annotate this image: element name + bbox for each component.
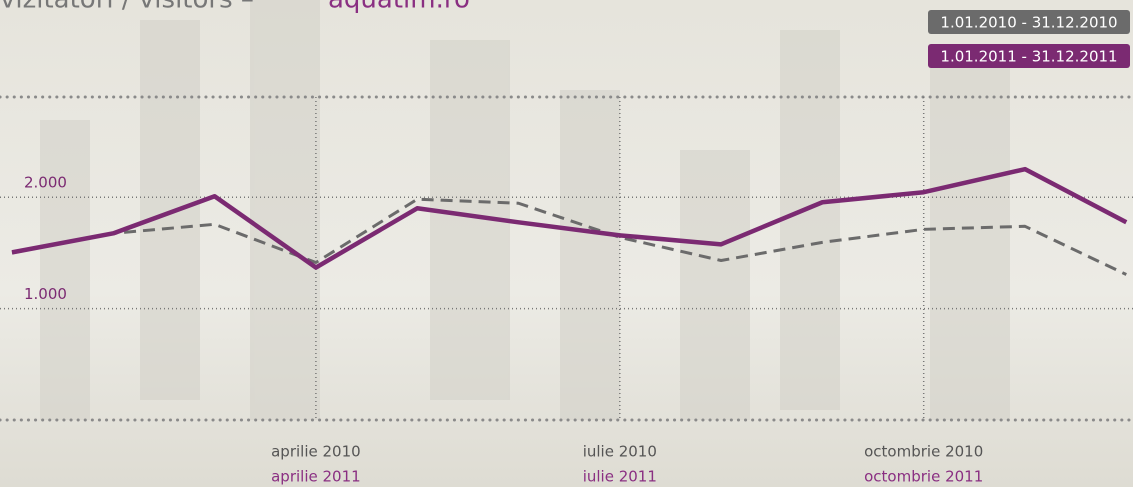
- x-tick-label-2: aprilie 2011: [271, 468, 361, 486]
- legend-item: 1.01.2011 - 31.12.2011: [928, 44, 1130, 68]
- chart-title: vizitatori / visitors –: [0, 0, 254, 15]
- legend-box: [928, 44, 1130, 68]
- y-tick-label: 2.000: [24, 174, 67, 192]
- x-tick-label: octombrie 2010: [864, 443, 983, 461]
- chart-subtitle: aquatim.ro: [328, 0, 470, 15]
- x-tick-label: aprilie 2010: [271, 443, 361, 461]
- x-tick-label-2: octombrie 2011: [864, 468, 983, 486]
- y-tick-label: 1.000: [24, 285, 67, 303]
- legend-item: 1.01.2010 - 31.12.2010: [928, 10, 1130, 34]
- legend-box: [928, 10, 1130, 34]
- x-tick-label: iulie 2010: [583, 443, 657, 461]
- x-tick-label-2: iulie 2011: [583, 468, 657, 486]
- legend-label: 1.01.2010 - 31.12.2010: [940, 14, 1117, 32]
- legend-label: 1.01.2011 - 31.12.2011: [940, 48, 1117, 66]
- city-silhouette: [40, 0, 1010, 420]
- series-line: [11, 166, 1128, 270]
